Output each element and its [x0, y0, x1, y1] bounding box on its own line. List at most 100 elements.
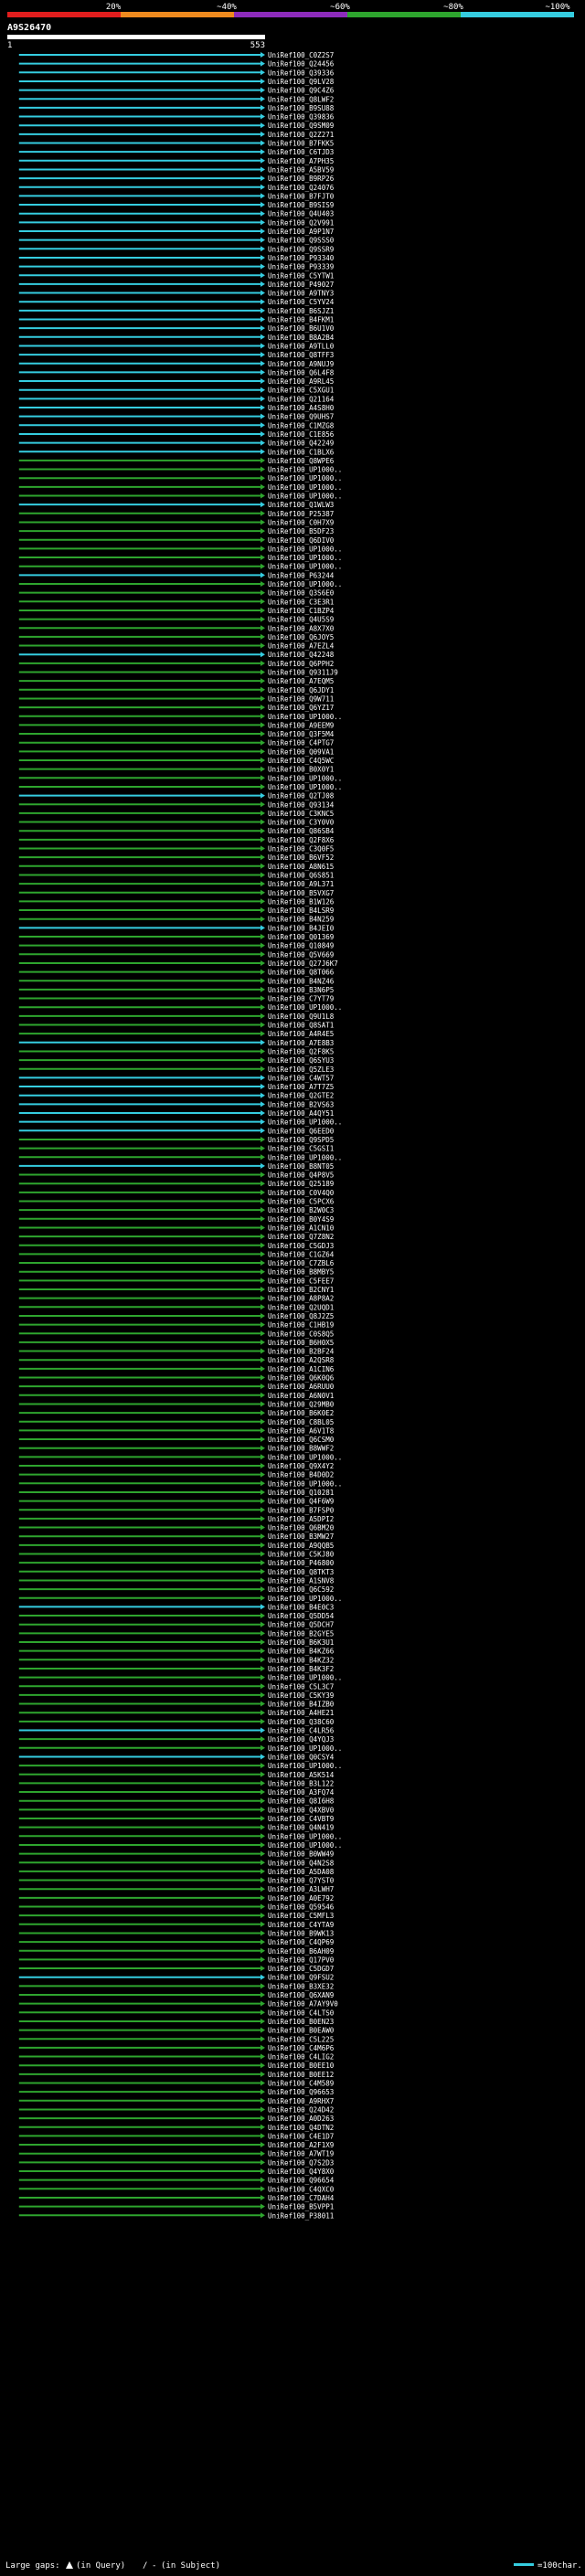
hit-label[interactable]: UniRef100_C1GZ64 — [268, 1250, 335, 1258]
hit-label[interactable]: UniRef100_B4IZB0 — [268, 1701, 335, 1709]
hit-label[interactable]: UniRef100_A9RL45 — [268, 377, 334, 386]
hit-label[interactable]: UniRef100_C3KNC5 — [268, 810, 334, 818]
hit-label[interactable]: UniRef100_Q6S851 — [268, 871, 334, 879]
hit-label[interactable]: UniRef100_C4YTA9 — [268, 1921, 334, 1929]
hit-label[interactable]: UniRef100_Q7S2D3 — [268, 2158, 334, 2167]
hit-label[interactable]: UniRef100_B3N6P5 — [268, 986, 334, 994]
hit-label[interactable]: UniRef100_C4PTG7 — [268, 739, 334, 747]
hit-label[interactable]: UniRef100_A9EEM9 — [268, 721, 334, 729]
hit-label[interactable]: UniRef100_Q8TFF3 — [268, 351, 334, 359]
hit-label[interactable]: UniRef100_C5KY39 — [268, 1691, 334, 1700]
hit-label[interactable]: UniRef100_B6H0X5 — [268, 1339, 334, 1347]
hit-label[interactable]: UniRef100_B3L122 — [268, 1779, 334, 1787]
hit-label[interactable]: UniRef100_B9WK13 — [268, 1929, 334, 1937]
hit-label[interactable]: UniRef100_Q10849 — [268, 942, 334, 950]
hit-label[interactable]: UniRef100_P93340 — [268, 254, 335, 262]
hit-label[interactable]: UniRef100_B0X0Y1 — [268, 766, 334, 774]
hit-label[interactable]: UniRef100_C7ZBL6 — [268, 1259, 335, 1267]
hit-label[interactable]: UniRef100_C4VBT9 — [268, 1815, 334, 1823]
hit-label[interactable]: UniRef100_Q9SSS0 — [268, 237, 335, 245]
hit-label[interactable]: UniRef100_Q2F8X6 — [268, 836, 335, 844]
hit-label[interactable]: UniRef100_UP1000.. — [268, 774, 342, 782]
hit-label[interactable]: UniRef100_B1W126 — [268, 897, 335, 906]
hit-label[interactable]: UniRef100_C5YTW1 — [268, 271, 334, 280]
hit-label[interactable]: UniRef100_C1MZG8 — [268, 421, 335, 429]
hit-label[interactable]: UniRef100_C4LIG2 — [268, 2053, 334, 2062]
hit-label[interactable]: UniRef100_C7DAH4 — [268, 2194, 335, 2202]
hit-label[interactable]: UniRef100_Q9UHS7 — [268, 413, 334, 421]
hit-label[interactable]: UniRef100_Q25189 — [268, 1180, 334, 1188]
hit-label[interactable]: UniRef100_Q38C60 — [268, 1718, 335, 1726]
hit-label[interactable]: UniRef100_Q2TJ08 — [268, 792, 335, 800]
hit-label[interactable]: UniRef100_UP1000.. — [268, 466, 342, 474]
hit-label[interactable]: UniRef100_B0Y4S9 — [268, 1215, 334, 1224]
hit-label[interactable]: UniRef100_UP1000.. — [268, 1153, 342, 1161]
hit-label[interactable]: UniRef100_B4D0D2 — [268, 1471, 334, 1479]
hit-label[interactable]: UniRef100_B5VPP1 — [268, 2203, 334, 2211]
hit-label[interactable]: UniRef100_Q6K0Q6 — [268, 1374, 335, 1383]
hit-label[interactable]: UniRef100_A5BV59 — [268, 165, 334, 174]
hit-label[interactable]: UniRef100_P49027 — [268, 281, 334, 289]
hit-label[interactable]: UniRef100_C1BLX6 — [268, 448, 335, 456]
hit-label[interactable]: UniRef100_Q9LV28 — [268, 78, 335, 86]
hit-label[interactable]: UniRef100_Q09VA1 — [268, 747, 334, 756]
hit-label[interactable]: UniRef100_Q01369 — [268, 933, 334, 941]
hit-label[interactable]: UniRef100_A7EZL4 — [268, 642, 335, 651]
hit-label[interactable]: UniRef100_A4QY51 — [268, 1109, 334, 1118]
hit-label[interactable]: UniRef100_A4S8H0 — [268, 404, 335, 412]
hit-label[interactable]: UniRef100_B4LSR9 — [268, 906, 334, 915]
hit-label[interactable]: UniRef100_UP1000.. — [268, 783, 342, 791]
hit-label[interactable]: UniRef100_C4Q5WC — [268, 757, 334, 765]
hit-label[interactable]: UniRef100_Q96653 — [268, 2088, 334, 2096]
hit-label[interactable]: UniRef100_C1BZP4 — [268, 607, 335, 615]
hit-label[interactable]: UniRef100_C0Z2S7 — [268, 51, 334, 59]
hit-label[interactable]: UniRef100_Q8SAT1 — [268, 1022, 334, 1030]
hit-label[interactable]: UniRef100_B2BF24 — [268, 1348, 335, 1356]
hit-label[interactable]: UniRef100_Q24D42 — [268, 2105, 334, 2114]
hit-label[interactable]: UniRef100_B7FJT0 — [268, 192, 335, 200]
hit-label[interactable]: UniRef100_B9SU88 — [268, 104, 335, 112]
hit-label[interactable]: UniRef100_Q2GTE2 — [268, 1092, 334, 1100]
hit-label[interactable]: UniRef100_Q6JDY1 — [268, 686, 334, 694]
hit-label[interactable]: UniRef100_Q2F8K5 — [268, 1047, 334, 1055]
hit-label[interactable]: UniRef100_P46800 — [268, 1559, 335, 1567]
hit-label[interactable]: UniRef100_C4LTS0 — [268, 2009, 335, 2017]
hit-label[interactable]: UniRef100_Q8J2Z5 — [268, 1312, 334, 1320]
hit-label[interactable]: UniRef100_Q6L4F8 — [268, 368, 335, 376]
hit-label[interactable]: UniRef100_Q4YQJ3 — [268, 1735, 334, 1744]
hit-label[interactable]: UniRef100_Q9U1L8 — [268, 1012, 335, 1021]
hit-label[interactable]: UniRef100_C6TJD3 — [268, 148, 334, 156]
hit-label[interactable]: UniRef100_Q17PV0 — [268, 1956, 335, 1964]
hit-label[interactable]: UniRef100_Q4N2S8 — [268, 1859, 335, 1867]
hit-label[interactable]: UniRef100_A7EQM5 — [268, 677, 334, 685]
hit-label[interactable]: UniRef100_A2F1X9 — [268, 2141, 334, 2149]
hit-label[interactable]: UniRef100_B9RP26 — [268, 175, 335, 183]
hit-label[interactable]: UniRef100_Q2UQD1 — [268, 1303, 334, 1311]
hit-label[interactable]: UniRef100_UP1000.. — [268, 563, 342, 571]
hit-label[interactable]: UniRef100_B0WW49 — [268, 1850, 334, 1859]
hit-label[interactable]: UniRef100_Q9C4Z6 — [268, 87, 335, 95]
hit-label[interactable]: UniRef100_Q39836 — [268, 113, 335, 122]
hit-label[interactable]: UniRef100_C4LR56 — [268, 1727, 335, 1735]
hit-label[interactable]: UniRef100_P38011 — [268, 2211, 334, 2220]
hit-label[interactable]: UniRef100_B5DF23 — [268, 527, 334, 535]
hit-label[interactable]: UniRef100_A8X7X0 — [268, 624, 335, 632]
hit-label[interactable]: UniRef100_Q27J6K7 — [268, 959, 338, 968]
hit-label[interactable]: UniRef100_B3MW27 — [268, 1532, 334, 1541]
hit-label[interactable]: UniRef100_A1CN10 — [268, 1224, 335, 1232]
hit-label[interactable]: UniRef100_A8N615 — [268, 863, 334, 871]
hit-label[interactable]: UniRef100_C5L3C7 — [268, 1682, 334, 1691]
hit-label[interactable]: UniRef100_Q4F6W9 — [268, 1498, 334, 1506]
hit-label[interactable]: UniRef100_C5KJ80 — [268, 1551, 335, 1559]
hit-label[interactable]: UniRef100_Q3F5M4 — [268, 730, 335, 738]
hit-label[interactable]: UniRef100_Q8WPE6 — [268, 457, 335, 465]
hit-label[interactable]: UniRef100_Q96654 — [268, 2177, 335, 2185]
hit-label[interactable]: UniRef100_C5GSI1 — [268, 1145, 334, 1153]
hit-label[interactable]: UniRef100_Q24076 — [268, 184, 335, 192]
hit-label[interactable]: UniRef100_B4FKM1 — [268, 316, 334, 324]
hit-label[interactable]: UniRef100_A7T7Z5 — [268, 1083, 334, 1091]
hit-label[interactable]: UniRef100_B2VS63 — [268, 1100, 334, 1108]
hit-label[interactable]: UniRef100_Q93134 — [268, 800, 335, 809]
hit-label[interactable]: UniRef100_A7PH35 — [268, 157, 334, 165]
hit-label[interactable]: UniRef100_A5DA08 — [268, 1868, 335, 1876]
